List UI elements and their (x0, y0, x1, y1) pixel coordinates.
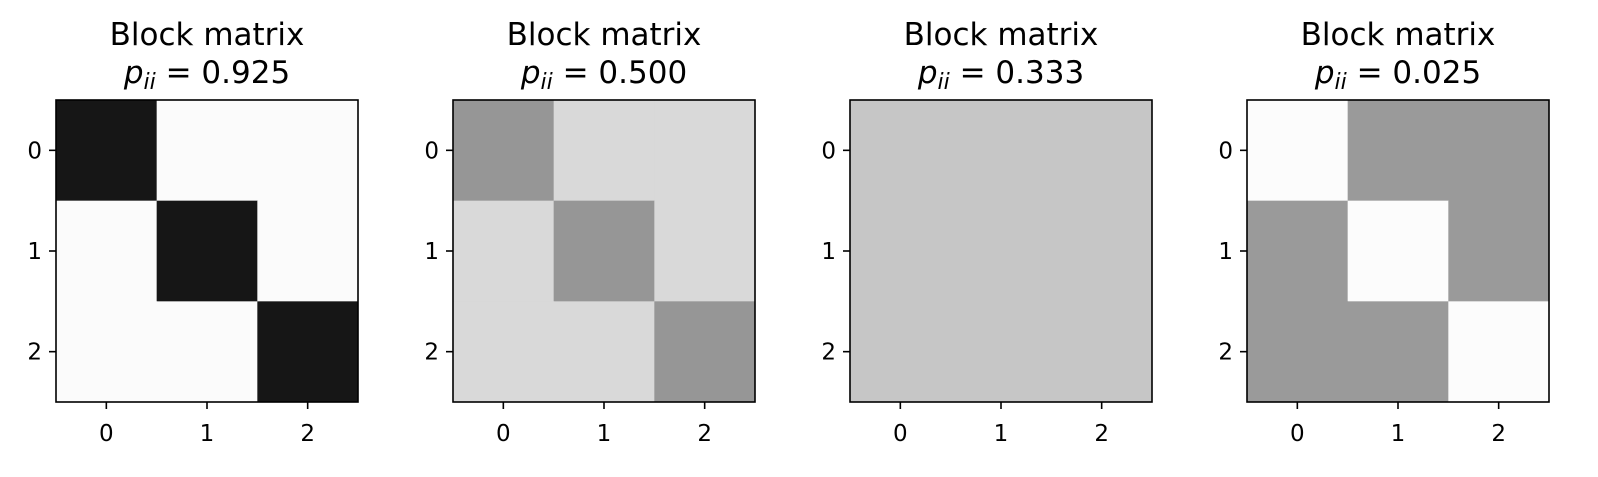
subtitle-subscript: ii (938, 70, 950, 95)
chart-title: Block matrix (904, 17, 1099, 53)
chart-subtitle: pii = 0.925 (123, 55, 290, 95)
heatmap-cell-0-2 (257, 100, 359, 202)
x-tick-label: 1 (597, 421, 612, 447)
y-tick-label: 2 (27, 340, 42, 366)
y-tick-label: 0 (424, 138, 439, 164)
subtitle-value: = 0.333 (950, 55, 1084, 91)
heatmap-cell-2-0 (850, 301, 952, 403)
heatmap-cell-0-2 (654, 100, 756, 202)
subtitle-subscript: ii (1335, 70, 1347, 95)
y-tick-label: 2 (1218, 340, 1233, 366)
heatmap-cell-0-1 (950, 100, 1052, 202)
chart-title: Block matrix (1301, 17, 1496, 53)
x-tick-label: 1 (1391, 421, 1406, 447)
heatmap-cell-1-1 (950, 200, 1052, 302)
x-tick-label: 2 (300, 421, 315, 447)
chart-subtitle: pii = 0.500 (520, 55, 687, 95)
heatmap-cell-2-0 (1247, 301, 1349, 403)
chart-title: Block matrix (507, 17, 702, 53)
heatmap-cell-1-2 (1448, 200, 1550, 302)
heatmap-cell-2-0 (56, 301, 158, 403)
subtitle-value: = 0.925 (156, 55, 290, 91)
heatmap-cell-0-1 (1347, 100, 1449, 202)
x-tick-label: 1 (200, 421, 215, 447)
x-tick-label: 2 (1094, 421, 1109, 447)
heatmap-cell-2-1 (156, 301, 258, 403)
x-tick-label: 1 (994, 421, 1009, 447)
heatmap-cell-2-0 (453, 301, 555, 403)
y-tick-label: 0 (1218, 138, 1233, 164)
heatmap-cell-1-0 (56, 200, 158, 302)
x-tick-label: 2 (697, 421, 712, 447)
heatmap-cell-2-1 (553, 301, 655, 403)
heatmap-cell-0-0 (453, 100, 555, 202)
y-tick-label: 1 (821, 239, 836, 265)
subtitle-value: = 0.500 (553, 55, 687, 91)
heatmap-cell-0-1 (553, 100, 655, 202)
heatmap-cell-1-2 (257, 200, 359, 302)
heatmap-cell-1-2 (1051, 200, 1153, 302)
subtitle-value: = 0.025 (1347, 55, 1481, 91)
heatmap-cell-1-1 (156, 200, 258, 302)
heatmap-cell-1-0 (850, 200, 952, 302)
heatmap-cell-2-2 (257, 301, 359, 403)
y-tick-label: 1 (424, 239, 439, 265)
heatmap-cell-1-1 (1347, 200, 1449, 302)
heatmap-cell-0-0 (850, 100, 952, 202)
subtitle-subscript: ii (541, 70, 553, 95)
heatmap-cell-1-0 (453, 200, 555, 302)
heatmap-cell-1-0 (1247, 200, 1349, 302)
heatmap-cell-0-2 (1051, 100, 1153, 202)
chart-title: Block matrix (110, 17, 305, 53)
chart-subtitle: pii = 0.333 (917, 55, 1084, 95)
subtitle-subscript: ii (144, 70, 156, 95)
y-tick-label: 2 (821, 340, 836, 366)
heatmap-cell-0-2 (1448, 100, 1550, 202)
heatmap-cell-0-0 (56, 100, 158, 202)
y-tick-label: 0 (821, 138, 836, 164)
x-tick-label: 2 (1491, 421, 1506, 447)
heatmap-cell-0-1 (156, 100, 258, 202)
heatmap-cell-1-1 (553, 200, 655, 302)
y-tick-label: 0 (27, 138, 42, 164)
subtitle-symbol: p (917, 55, 938, 91)
subtitle-symbol: p (123, 55, 144, 91)
chart-subtitle: pii = 0.025 (1314, 55, 1481, 95)
y-tick-label: 1 (27, 239, 42, 265)
x-tick-label: 0 (893, 421, 908, 447)
y-tick-label: 1 (1218, 239, 1233, 265)
subtitle-symbol: p (520, 55, 541, 91)
x-tick-label: 0 (1290, 421, 1305, 447)
heatmap-cell-2-2 (654, 301, 756, 403)
subtitle-symbol: p (1314, 55, 1335, 91)
y-tick-label: 2 (424, 340, 439, 366)
x-tick-label: 0 (99, 421, 114, 447)
heatmap-cell-0-0 (1247, 100, 1349, 202)
heatmap-cell-2-1 (950, 301, 1052, 403)
heatmap-cell-2-2 (1051, 301, 1153, 403)
x-tick-label: 0 (496, 421, 511, 447)
heatmap-cell-2-2 (1448, 301, 1550, 403)
heatmap-cell-1-2 (654, 200, 756, 302)
heatmap-cell-2-1 (1347, 301, 1449, 403)
